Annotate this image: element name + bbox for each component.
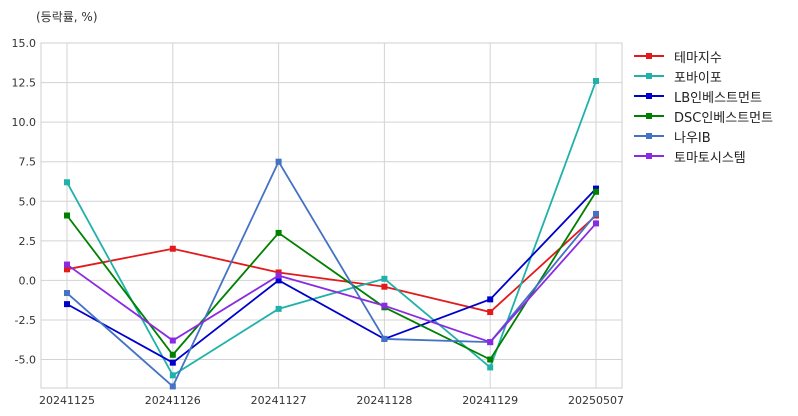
legend-swatch: [634, 153, 664, 159]
y-tick-label: 7.5: [19, 156, 37, 169]
legend-swatch: [634, 113, 664, 119]
legend-item: 나우IB: [632, 126, 773, 146]
data-point: [593, 220, 599, 227]
x-tick-label: 20241126: [145, 394, 201, 407]
data-point: [275, 272, 282, 279]
legend-label: 테마지수: [674, 50, 722, 66]
legend-item: 테마지수: [632, 46, 773, 66]
x-tick-label: 20250507: [568, 394, 624, 407]
y-tick-label: -2.5: [15, 314, 36, 327]
data-point: [169, 351, 176, 358]
y-tick-label: 2.5: [19, 235, 37, 248]
data-point: [487, 339, 494, 346]
data-point: [487, 364, 494, 371]
legend-label: 나우IB: [674, 130, 711, 146]
data-point: [487, 356, 494, 363]
series-line-4: [66, 159, 597, 388]
legend-item: LB인베스트먼트: [632, 86, 773, 106]
x-tick-label: 20241129: [462, 394, 518, 407]
y-tick-label: 10.0: [12, 116, 37, 129]
legend-item: 포바이포: [632, 66, 773, 86]
data-point: [169, 245, 176, 252]
data-point: [169, 383, 176, 390]
legend-swatch: [634, 133, 664, 139]
data-point: [593, 77, 599, 84]
data-point: [275, 305, 282, 312]
series-line-3: [66, 191, 597, 361]
data-point: [275, 229, 282, 236]
y-unit-label: (등락률, %): [36, 10, 98, 24]
data-point: [64, 266, 70, 273]
data-point: [64, 179, 70, 186]
plot-frame: [40, 42, 623, 389]
data-point: [169, 337, 176, 344]
legend-swatch: [634, 93, 664, 99]
data-point: [64, 261, 70, 268]
y-tick-label: 15.0: [12, 37, 37, 50]
legend-label: 포바이포: [674, 70, 722, 86]
data-point: [64, 290, 70, 297]
data-point: [381, 335, 388, 342]
legend-label: LB인베스트먼트: [674, 90, 762, 106]
series-line-5: [66, 222, 597, 344]
plot-area: [41, 43, 622, 388]
y-tick-label: -5.0: [15, 354, 36, 367]
legend-label: 토마토시스템: [674, 150, 746, 166]
data-point: [593, 188, 599, 195]
data-point: [169, 359, 176, 366]
series-line-0: [66, 214, 597, 314]
data-point: [381, 275, 388, 282]
data-point: [487, 309, 494, 316]
legend-swatch: [634, 73, 664, 79]
data-point: [593, 210, 599, 217]
data-point: [381, 302, 388, 309]
legend-item: 토마토시스템: [632, 146, 773, 166]
data-point: [64, 301, 70, 308]
data-point: [275, 269, 282, 276]
data-point: [487, 296, 494, 303]
data-point: [275, 277, 282, 284]
legend-label: DSC인베스트먼트: [674, 110, 774, 126]
x-tick-label: 20241125: [39, 394, 95, 407]
data-point: [275, 158, 282, 165]
legend-swatch: [634, 53, 664, 59]
data-point: [381, 283, 388, 290]
data-point: [593, 185, 599, 192]
y-tick-label: 12.5: [12, 77, 37, 90]
x-tick-label: 20241128: [356, 394, 412, 407]
data-point: [169, 372, 176, 379]
x-tick-label: 20241127: [251, 394, 307, 407]
legend-item: DSC인베스트먼트: [632, 106, 773, 126]
series-line-2: [66, 187, 597, 364]
y-tick-label: 0.0: [19, 274, 37, 287]
data-point: [64, 212, 70, 219]
y-tick-label: 5.0: [19, 195, 37, 208]
